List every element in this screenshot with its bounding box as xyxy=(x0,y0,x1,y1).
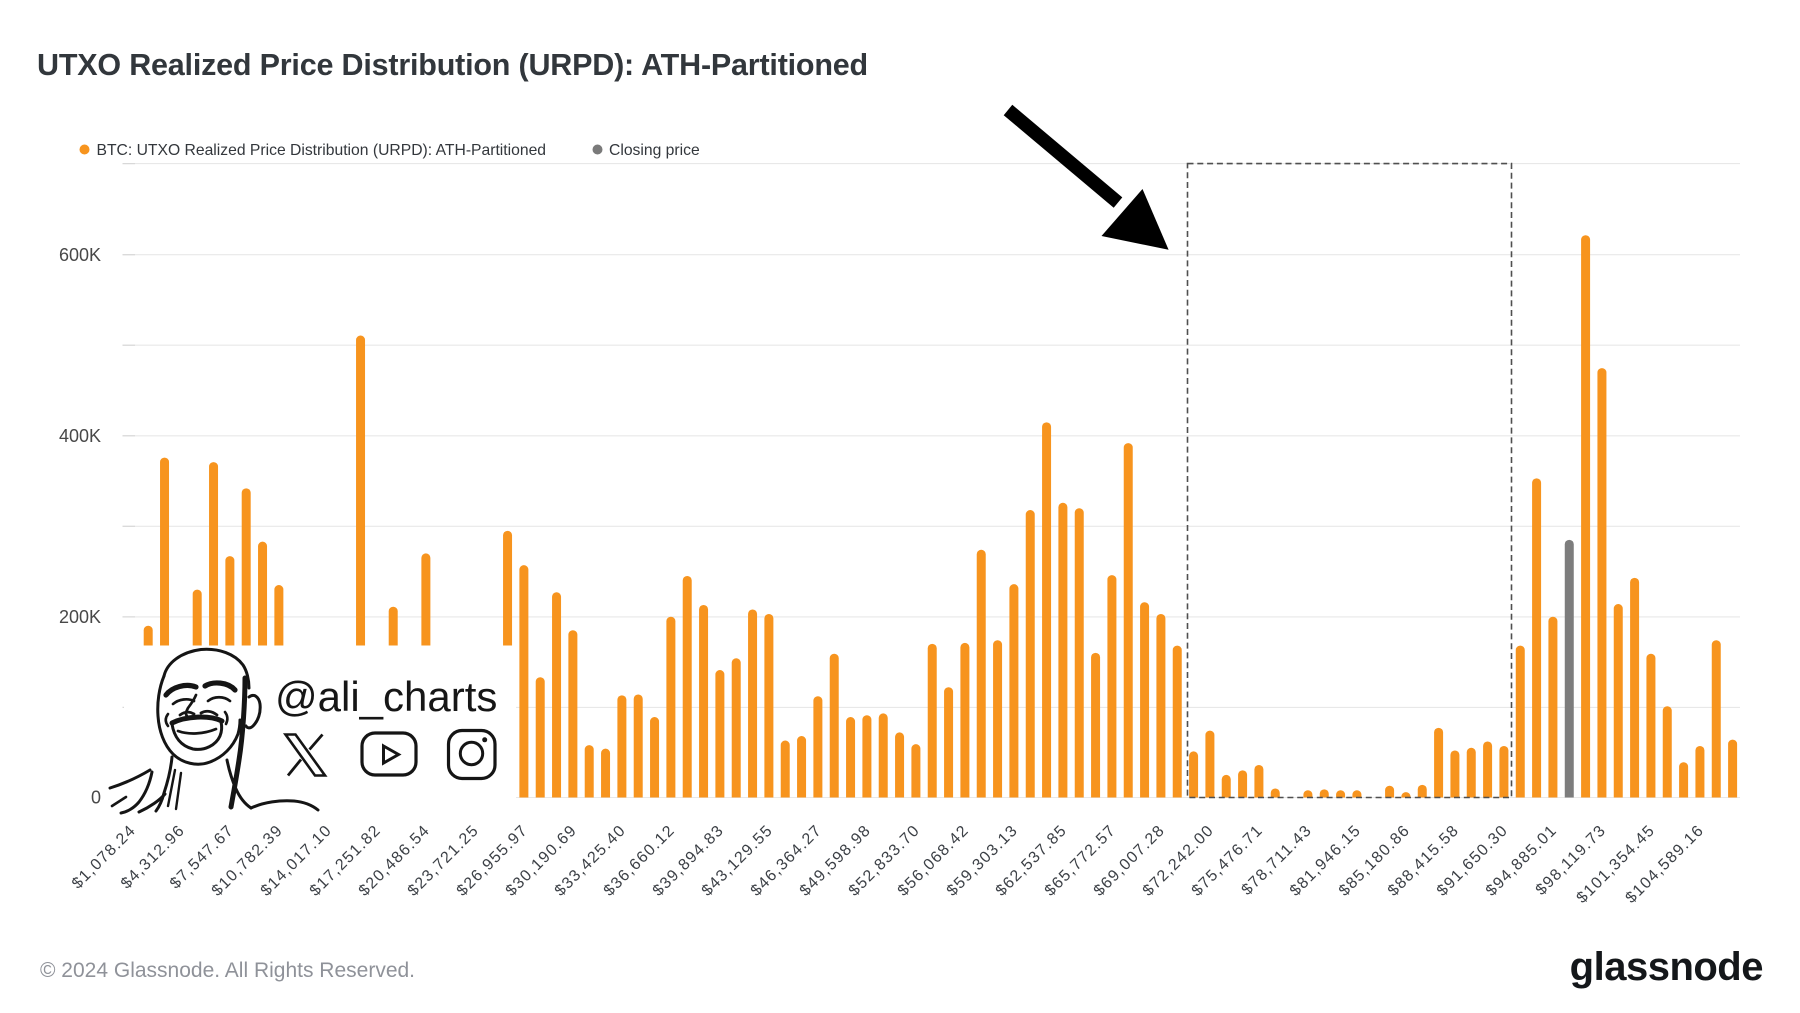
svg-text:Closing price: Closing price xyxy=(609,142,700,159)
svg-text:600K: 600K xyxy=(59,245,101,265)
svg-text:UTXO Realized Price Distributi: UTXO Realized Price Distribution (URPD):… xyxy=(37,48,868,82)
svg-text:0: 0 xyxy=(91,788,101,808)
svg-text:© 2024 Glassnode. All Rights R: © 2024 Glassnode. All Rights Reserved. xyxy=(40,959,415,982)
svg-text:glassnode: glassnode xyxy=(1570,945,1763,989)
svg-text:@ali_charts: @ali_charts xyxy=(275,673,497,720)
svg-text:200K: 200K xyxy=(59,607,101,627)
svg-text:400K: 400K xyxy=(59,426,101,446)
svg-text:BTC: UTXO Realized Price Distr: BTC: UTXO Realized Price Distribution (U… xyxy=(97,142,547,159)
